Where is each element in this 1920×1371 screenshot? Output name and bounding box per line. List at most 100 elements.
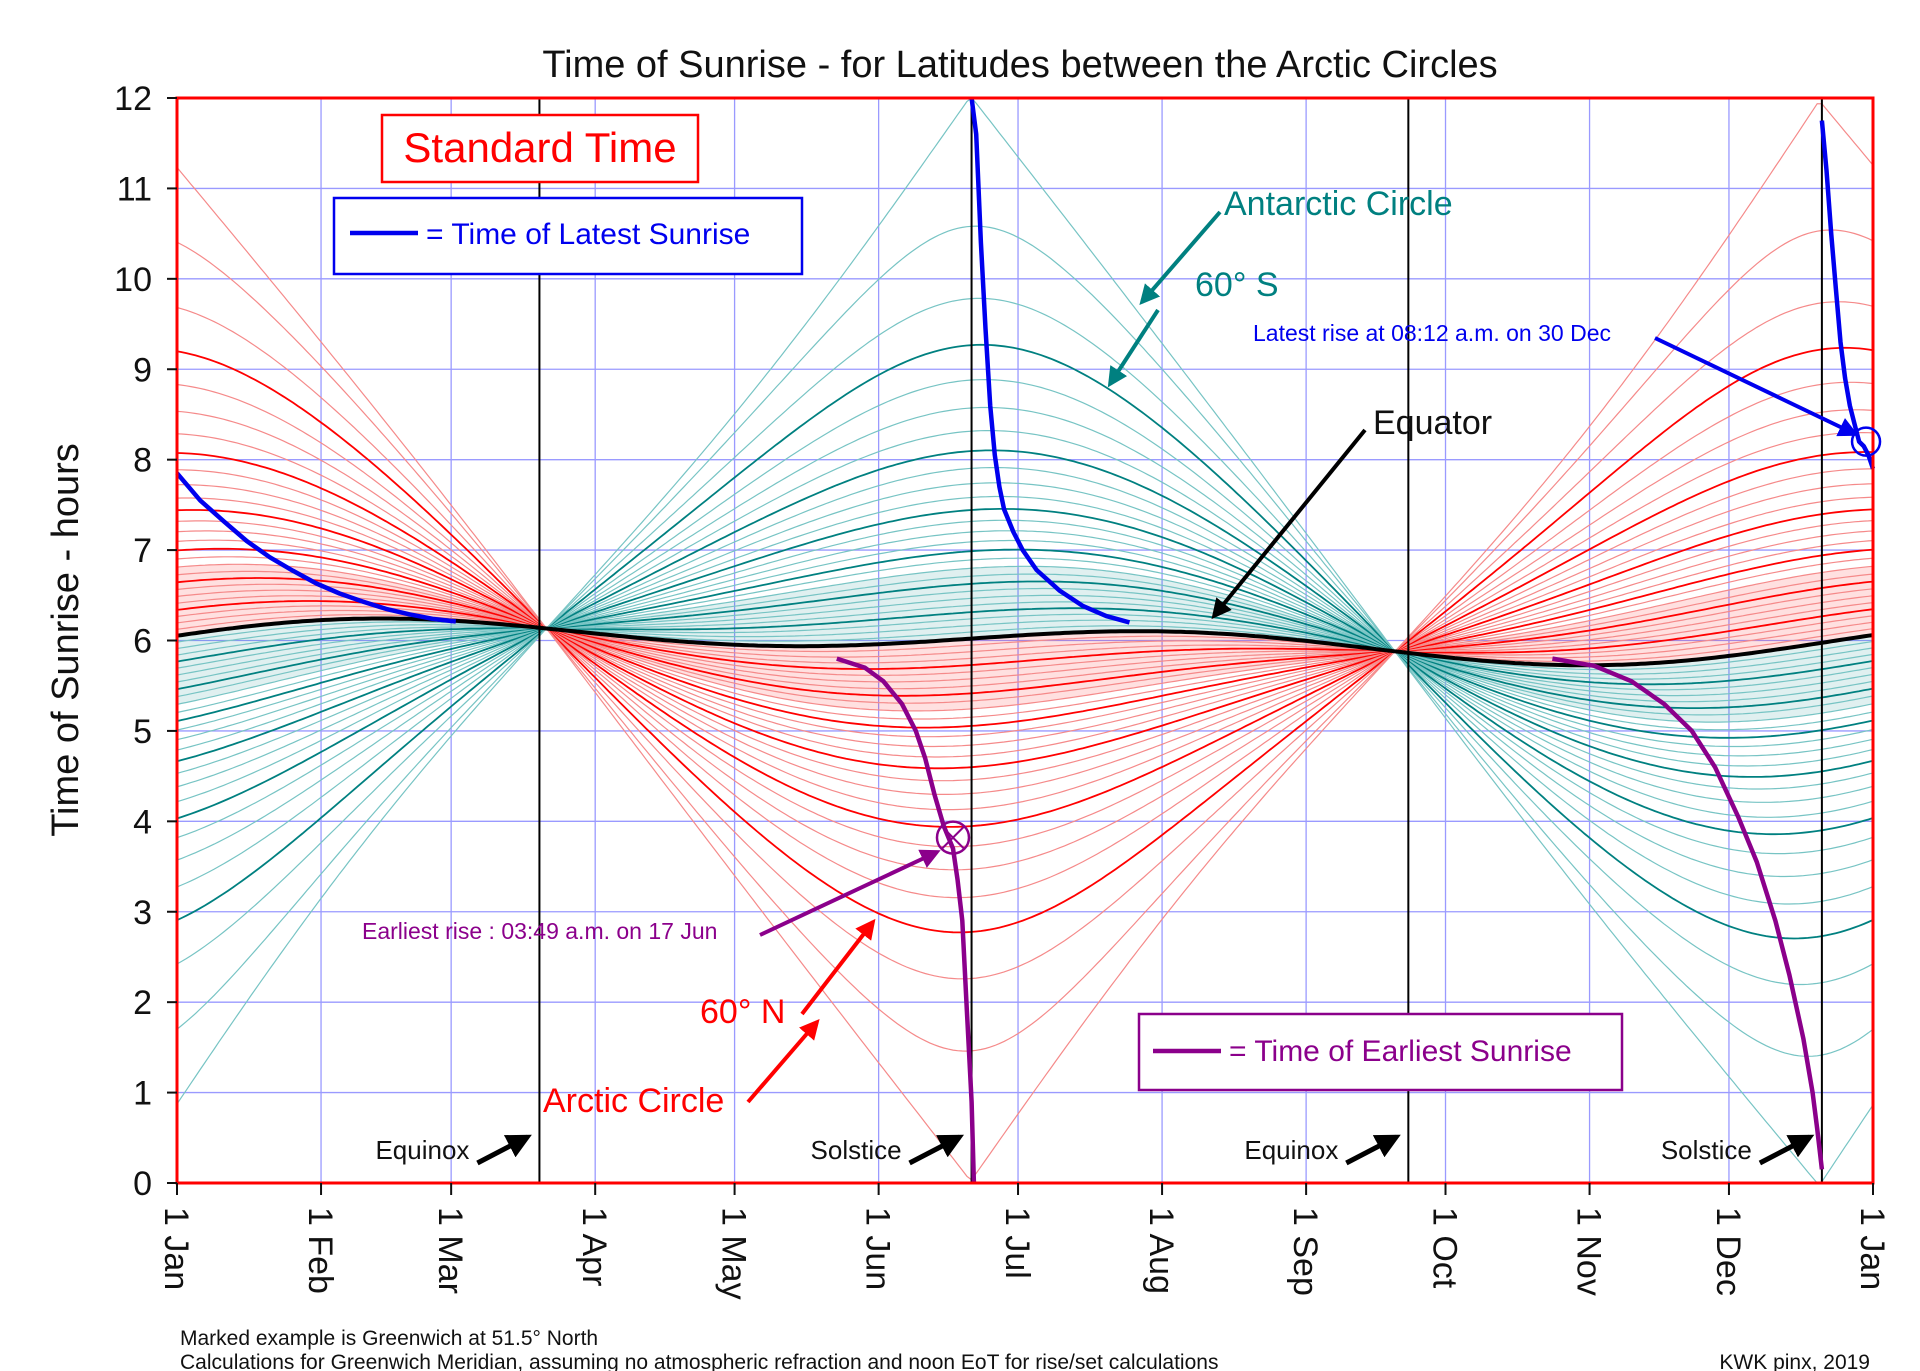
south-latitude-curve [176, 467, 1874, 818]
south-latitude-curve [176, 519, 1874, 767]
south-latitude-curve [176, 565, 1874, 723]
y-tick-label: 10 [114, 261, 152, 299]
earliest-rise-arrow [759, 849, 941, 937]
standard-time-box [380, 113, 700, 184]
north-latitude-curve [177, 468, 1873, 811]
south-latitude-curve [176, 225, 1874, 1057]
x-tick-label: 1 Feb [301, 1207, 339, 1294]
earliest-marker-circle [935, 820, 971, 855]
south-latitude-curve [176, 580, 1874, 709]
earliest-rise-marker [935, 820, 971, 855]
north-latitude-curve [176, 600, 1874, 670]
x-tick-label: 1 Jan [1853, 1207, 1891, 1290]
y-tick-label: 12 [114, 80, 152, 118]
south-latitude-curve [176, 508, 1874, 778]
north-latitude-curve [176, 589, 1874, 683]
x-tick-label: 1 May [715, 1207, 753, 1300]
x-tick-label: 1 Jul [998, 1207, 1036, 1279]
north-latitude-curve [177, 483, 1874, 795]
earliest-sunrise-line [1552, 656, 1825, 1170]
north-latitude-curve [176, 577, 1874, 697]
north-latitude-curve [176, 595, 1874, 676]
y-tick-label: 1 [133, 1075, 152, 1113]
north-latitude-curve [176, 539, 1874, 738]
arctic-circle-label: Arctic Circle [543, 1082, 724, 1120]
antarctic-circle-label: Antarctic Circle [1224, 185, 1453, 223]
y-tick-label: 3 [133, 894, 152, 932]
south-latitude-curve [176, 406, 1874, 878]
north-latitude-curve [176, 583, 1874, 690]
south-latitude-curve [176, 587, 1874, 703]
north-latitude-curve [176, 409, 1874, 871]
south-latitude-curve [176, 557, 1874, 731]
latitude-band [177, 566, 1873, 723]
x-axis: 1 Jan 1 Feb 1 Mar 1 Apr 1 May 1 Jun 1 Jul 1 Aug… [157, 1183, 1891, 1300]
antarctic-circle-arrow [1139, 210, 1222, 306]
north-latitude-curve [176, 547, 1874, 729]
north-latitude-curve [176, 570, 1874, 704]
footer-credit: KWK pinx, 2019 [1719, 1351, 1870, 1371]
earliest-sunrise-line [836, 656, 977, 1184]
north-latitude-curve [176, 301, 1874, 980]
latest-rise-arrow [1654, 336, 1859, 437]
x-tick-label: 1 Jan [157, 1207, 195, 1290]
event-label: Solstice [811, 1135, 902, 1165]
y-tick-label: 11 [117, 170, 152, 208]
x-tick-label: 1 Jun [859, 1207, 897, 1290]
north-latitude-curve [176, 346, 1874, 934]
x-tick-label: 1 Nov [1570, 1207, 1608, 1296]
sixty-s-arrow [1107, 308, 1160, 388]
x-tick-label: 1 Mar [431, 1207, 469, 1294]
north-latitude-curve [176, 432, 1874, 848]
extreme-sunrise-series [175, 97, 1876, 1184]
latest-sunrise-line [1819, 120, 1876, 470]
north-latitude-curve [176, 103, 1874, 1181]
south-latitude-curve [176, 378, 1874, 905]
south-latitude-curve [176, 343, 1874, 940]
south-latitude-curve [176, 594, 1874, 697]
event-arrow [476, 1134, 532, 1166]
event-label: Equinox [1244, 1135, 1338, 1165]
y-tick-label: 6 [133, 623, 152, 661]
footer-line-1: Marked example is Greenwich at 51.5° Nor… [180, 1327, 598, 1350]
y-axis-label: Time of Sunrise - hours [45, 443, 87, 837]
latest-legend-label: = Time of Latest Sunrise [426, 218, 750, 251]
y-tick-label: 5 [133, 713, 152, 751]
north-latitude-curve [176, 556, 1874, 720]
north-latitude-curve [176, 508, 1874, 770]
y-tick-label: 7 [133, 532, 152, 570]
south-latitude-curve [176, 601, 1874, 691]
footer-line-2: Calculations for Greenwich Meridian, ass… [180, 1351, 1218, 1371]
event-arrow [1345, 1134, 1401, 1166]
south-latitude-curve [176, 619, 1874, 675]
north-latitude-curve [176, 563, 1874, 712]
equator-label: Equator [1373, 404, 1492, 442]
standard-time-label: Standard Time [403, 124, 676, 171]
latest-sunrise-line [175, 471, 457, 624]
south-latitude-curve [176, 607, 1874, 686]
y-tick-label: 0 [133, 1165, 152, 1203]
latest-rise-label: Latest rise at 08:12 a.m. on 30 Dec [1253, 320, 1611, 346]
north-latitude-curve [176, 229, 1874, 1052]
north-latitude-curve [176, 530, 1874, 748]
event-lines: Equinox Solstice Equinox Solstice [375, 98, 1823, 1183]
north-latitude-curve [176, 451, 1874, 828]
north-latitude-curve [176, 609, 1874, 659]
south-latitude-curve [176, 539, 1874, 748]
earliest-marker-cross [941, 825, 965, 850]
event-label: Solstice [1661, 1135, 1752, 1165]
y-tick-label: 2 [133, 984, 152, 1022]
y-tick-label: 8 [133, 442, 152, 480]
south-latitude-curve [176, 613, 1874, 680]
latest-sunrise-line [969, 97, 1131, 625]
y-tick-label: 9 [133, 351, 152, 389]
south-latitude-curve [176, 573, 1874, 716]
south-latitude-curve [176, 449, 1874, 836]
equator-arrow [1211, 428, 1367, 620]
x-tick-label: 1 Sep [1286, 1207, 1324, 1296]
north-latitude-curve [176, 381, 1874, 899]
south-latitude-curve [176, 297, 1874, 986]
north-latitude-curve [176, 605, 1874, 664]
